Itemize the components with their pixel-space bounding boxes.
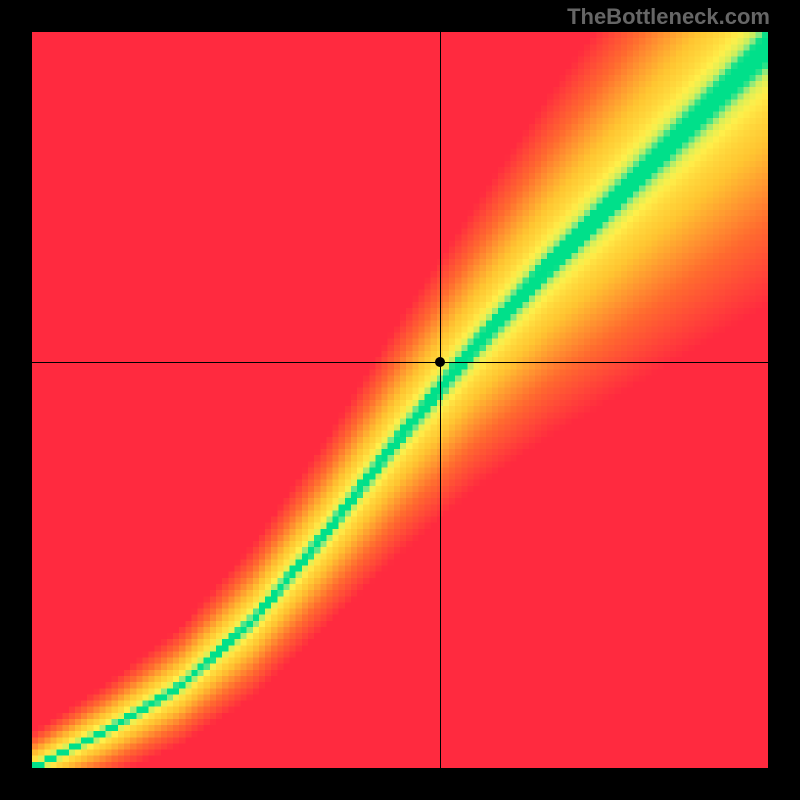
heatmap-canvas bbox=[32, 32, 768, 768]
heatmap-plot bbox=[32, 32, 768, 768]
crosshair-horizontal bbox=[32, 362, 768, 363]
crosshair-marker bbox=[435, 357, 445, 367]
crosshair-vertical bbox=[440, 32, 441, 768]
watermark-text: TheBottleneck.com bbox=[567, 4, 770, 30]
